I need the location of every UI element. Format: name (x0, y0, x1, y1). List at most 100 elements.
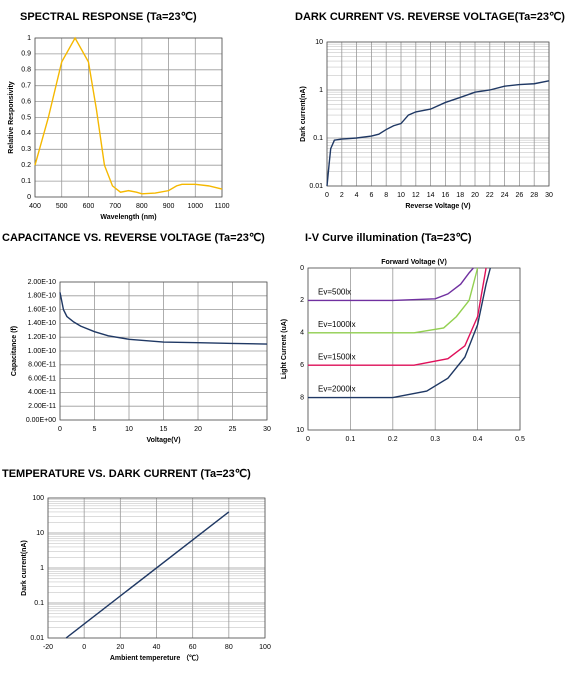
x-axis-label: Reverse Voltage (V) (405, 203, 470, 210)
y-tick-label: 2 (300, 297, 304, 304)
x-tick-label: 20 (194, 426, 202, 433)
plot-frame (307, 267, 521, 431)
y-tick-label: 6.00E-11 (28, 375, 56, 382)
x-tick-label: 1000 (187, 203, 203, 210)
y-tick-label: 0.1 (313, 135, 323, 142)
x-tick-label: 22 (486, 192, 494, 199)
x-tick-label: 2 (340, 192, 344, 199)
x-tick-label: 18 (456, 192, 464, 199)
y-axis-label: Relative Responsivity (8, 81, 15, 153)
x-tick-label: 10 (397, 192, 405, 199)
x-tick-label: 40 (153, 644, 161, 651)
y-axis-label: Dark current(nA) (21, 540, 28, 596)
series-label: Ev=500lx (318, 288, 351, 297)
plot-frame (34, 37, 223, 198)
data-line (308, 267, 487, 366)
x-tick-label: 12 (412, 192, 420, 199)
y-tick-label: 1 (27, 35, 31, 42)
y-tick-label: 0 (300, 265, 304, 272)
x-tick-label: 600 (83, 203, 95, 210)
x-tick-label: 30 (263, 426, 271, 433)
data-line (308, 267, 474, 302)
plot-frame (59, 281, 268, 421)
x-tick-label: 800 (136, 203, 148, 210)
x-tick-label: 80 (225, 644, 233, 651)
y-tick-label: 1 (319, 87, 323, 94)
x-tick-label: 6 (369, 192, 373, 199)
x-tick-label: 24 (501, 192, 509, 199)
x-tick-label: 14 (427, 192, 435, 199)
data-line (34, 36, 223, 195)
y-tick-label: 100 (32, 495, 44, 502)
x-tick-label: 10 (125, 426, 133, 433)
x-axis-label: Ambient tempereture （℃） (110, 654, 203, 662)
x-tick-label: 20 (471, 192, 479, 199)
y-tick-label: 1.40E-10 (28, 320, 57, 327)
x-tick-label: -20 (43, 644, 53, 651)
y-tick-label: 1 (40, 565, 44, 572)
y-tick-label: 0 (27, 194, 31, 201)
y-tick-label: 1.80E-10 (28, 293, 57, 300)
x-tick-label: 20 (116, 644, 124, 651)
y-tick-label: 0.01 (309, 183, 323, 190)
x-tick-label: 500 (56, 203, 68, 210)
plot-frame (326, 41, 550, 187)
x-tick-label: 400 (29, 203, 41, 210)
chart-title: SPECTRAL RESPONSE (Ta=23℃) (20, 11, 197, 23)
chart-title: CAPACITANCE VS. REVERSE VOLTAGE (Ta=23℃) (2, 232, 265, 244)
data-line (308, 267, 491, 399)
y-axis-label: Capacitance (f) (11, 326, 18, 376)
x-tick-label: 0.5 (515, 436, 525, 443)
y-tick-label: 1.60E-10 (28, 306, 57, 313)
x-tick-label: 0 (306, 436, 310, 443)
y-axis-label: Dark current(nA) (300, 86, 307, 142)
x-tick-label: 60 (189, 644, 197, 651)
y-tick-label: 1.20E-10 (28, 334, 57, 341)
x-tick-label: 0.4 (473, 436, 483, 443)
y-tick-label: 0.1 (21, 178, 31, 185)
series-label: Ev=2000lx (318, 385, 356, 394)
x-tick-label: 15 (160, 426, 168, 433)
y-tick-label: 10 (296, 427, 304, 434)
x-axis-label: Voltage(V) (146, 437, 180, 444)
x-axis-label: Forward Voltage (V) (381, 259, 447, 266)
y-tick-label: 0.5 (21, 114, 31, 121)
x-tick-label: 26 (516, 192, 524, 199)
y-tick-label: 1.00E-10 (28, 348, 57, 355)
x-tick-label: 25 (229, 426, 237, 433)
x-tick-label: 30 (545, 192, 553, 199)
series-label: Ev=1500lx (318, 352, 356, 361)
x-tick-label: 700 (109, 203, 121, 210)
x-tick-label: 0.1 (346, 436, 356, 443)
y-tick-label: 6 (300, 362, 304, 369)
data-line (308, 267, 479, 334)
y-tick-label: 0.01 (30, 635, 44, 642)
data-line (65, 511, 230, 639)
data-line (326, 80, 550, 187)
chart-title: TEMPERATURE VS. DARK CURRENT (Ta=23℃) (2, 468, 251, 480)
chart-title: DARK CURRENT VS. REVERSE VOLTAGE(Ta=23℃) (295, 11, 565, 23)
y-tick-label: 8 (300, 394, 304, 401)
plot-frame (47, 497, 266, 639)
y-tick-label: 0.4 (21, 130, 31, 137)
y-tick-label: 0.3 (21, 146, 31, 153)
y-tick-label: 0.2 (21, 162, 31, 169)
x-tick-label: 1100 (214, 203, 229, 210)
x-tick-label: 4 (355, 192, 359, 199)
y-axis-label: Light Current (uA) (281, 319, 288, 379)
x-tick-label: 0 (82, 644, 86, 651)
x-tick-label: 0.2 (388, 436, 398, 443)
x-tick-label: 16 (442, 192, 450, 199)
data-line (59, 292, 268, 345)
y-tick-label: 0.6 (21, 98, 31, 105)
x-axis-label: Wavelength (nm) (100, 214, 156, 221)
series-label: Ev=1000lx (318, 320, 356, 329)
x-tick-label: 0.3 (430, 436, 440, 443)
y-tick-label: 10 (36, 530, 44, 537)
x-tick-label: 900 (163, 203, 175, 210)
x-tick-label: 0 (58, 426, 62, 433)
y-tick-label: 8.00E-11 (28, 362, 56, 369)
y-tick-label: 2.00E-11 (28, 403, 56, 410)
x-tick-label: 100 (259, 644, 271, 651)
